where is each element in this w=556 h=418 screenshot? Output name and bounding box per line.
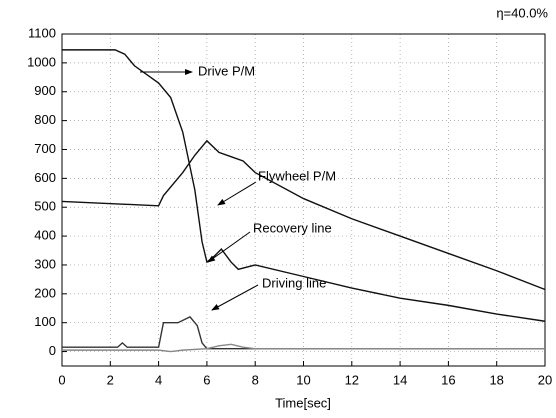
x-tick-label: 18 (489, 372, 503, 387)
series-line (62, 316, 545, 350)
y-tick-label: 800 (34, 112, 56, 127)
y-tick-label: 600 (34, 170, 56, 185)
y-tick-label: 1000 (27, 54, 56, 69)
label-arrow (207, 231, 251, 263)
series-label: Recovery line (253, 220, 332, 235)
y-tick-label: 700 (34, 141, 56, 156)
y-tick-label: 400 (34, 228, 56, 243)
y-tick-label: 500 (34, 199, 56, 214)
y-tick-label: 900 (34, 83, 56, 98)
x-tick-label: 12 (345, 372, 359, 387)
x-tick-label: 0 (58, 372, 65, 387)
series-label: Flywheel P/M (258, 168, 336, 183)
label-arrow (211, 284, 259, 311)
series-label: Drive P/M (198, 63, 255, 78)
x-tick-label: 2 (107, 372, 114, 387)
x-tick-label: 6 (203, 372, 210, 387)
series-label: Driving line (262, 275, 326, 290)
x-tick-label: 4 (155, 372, 162, 387)
x-tick-label: 8 (252, 372, 259, 387)
y-tick-label: 0 (49, 343, 56, 358)
x-tick-label: 16 (441, 372, 455, 387)
x-tick-label: 20 (538, 372, 552, 387)
annotation: η=40.0% (496, 5, 548, 20)
y-tick-label: 1100 (28, 25, 56, 40)
x-axis-label: Time[sec] (275, 395, 331, 410)
series-line (62, 343, 545, 353)
y-tick-label: 200 (34, 285, 56, 300)
y-tick-label: 100 (34, 314, 56, 329)
series-line (61, 139, 546, 291)
plot-frame (61, 33, 546, 367)
x-tick-label: 14 (393, 372, 407, 387)
x-tick-label: 10 (296, 372, 310, 387)
label-arrow (217, 181, 257, 206)
y-tick-label: 300 (34, 256, 56, 271)
